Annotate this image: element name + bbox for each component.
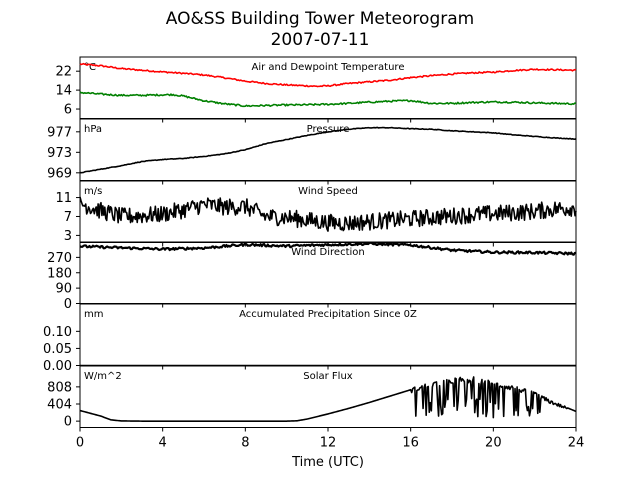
series-line-temp-0 xyxy=(79,62,577,88)
series-line-solar-0 xyxy=(79,376,577,422)
x-axis-label: Time (UTC) xyxy=(291,455,364,470)
xtick-label: 4 xyxy=(159,436,167,451)
ytick-label-wdir: 180 xyxy=(47,266,72,281)
panel-prcp: 0.00 0.05 0.10 mm Accumulated Precipitation … xyxy=(43,303,577,374)
panel-title-pres: Pressure xyxy=(307,124,350,135)
panel-title-wdir: Wind Direction xyxy=(291,247,365,258)
panel-unit-solar: W/m^2 xyxy=(84,371,122,382)
ytick-label-prcp: 0.10 xyxy=(43,325,72,340)
ytick-label-pres: 973 xyxy=(47,146,72,161)
time-axis: 0 4 8 12 16 20 24 xyxy=(76,436,584,451)
xtick-label: 16 xyxy=(402,436,419,451)
ytick-label-wspd: 11 xyxy=(55,191,72,206)
ytick-label-wdir: 0 xyxy=(64,297,72,312)
ytick-label-wdir: 90 xyxy=(55,282,72,297)
ytick-label-prcp: 0.05 xyxy=(43,342,72,357)
ytick-label-solar: 808 xyxy=(47,380,72,395)
ytick-label-wspd: 7 xyxy=(64,210,72,225)
ytick-label-temp: 6 xyxy=(64,103,72,118)
series-line-temp-1 xyxy=(79,91,577,108)
xtick-label: 24 xyxy=(568,436,585,451)
figure-date: 2007-07-11 xyxy=(271,30,370,50)
ytick-label-wdir: 270 xyxy=(47,251,72,266)
xtick-label: 12 xyxy=(320,436,337,451)
ytick-label-prcp: 0.00 xyxy=(43,359,72,374)
panel-wspd: 3 7 11 m/s Wind Speed xyxy=(55,180,577,247)
series-line-wspd-0 xyxy=(79,196,577,232)
ytick-label-pres: 977 xyxy=(47,125,72,140)
ytick-label-temp: 22 xyxy=(55,65,72,80)
ytick-label-wspd: 3 xyxy=(64,229,72,244)
ytick-label-temp: 14 xyxy=(55,84,72,99)
panel-title-wspd: Wind Speed xyxy=(298,186,358,197)
ytick-label-solar: 404 xyxy=(47,398,72,413)
panel-unit-wspd: m/s xyxy=(84,186,102,197)
xtick-label: 8 xyxy=(241,436,249,451)
figure-title: AO&SS Building Tower Meteorogram xyxy=(166,9,474,29)
xtick-label: 0 xyxy=(76,436,84,451)
panel-title-prcp: Accumulated Precipitation Since 0Z xyxy=(239,309,417,320)
panels-group: 6 14 22 °C Air and Dewpoint Temperature 969 97… xyxy=(43,56,577,432)
panel-unit-temp: °C xyxy=(84,62,96,73)
panel-title-temp: Air and Dewpoint Temperature xyxy=(252,62,405,73)
panel-unit-prcp: mm xyxy=(84,309,103,320)
series-line-pres-0 xyxy=(79,126,577,174)
panel-solar: 0 404 808 W/m^2 Solar Flux xyxy=(47,365,577,432)
panel-unit-pres: hPa xyxy=(84,124,102,135)
panel-title-solar: Solar Flux xyxy=(303,371,353,382)
panel-pres: 969 973 977 hPa Pressure xyxy=(47,118,577,185)
ytick-label-solar: 0 xyxy=(64,415,72,430)
ytick-label-pres: 969 xyxy=(47,166,72,181)
panel-temp: 6 14 22 °C Air and Dewpoint Temperature xyxy=(55,56,577,123)
series-line-wdir-0 xyxy=(79,241,577,256)
xtick-label: 20 xyxy=(485,436,502,451)
